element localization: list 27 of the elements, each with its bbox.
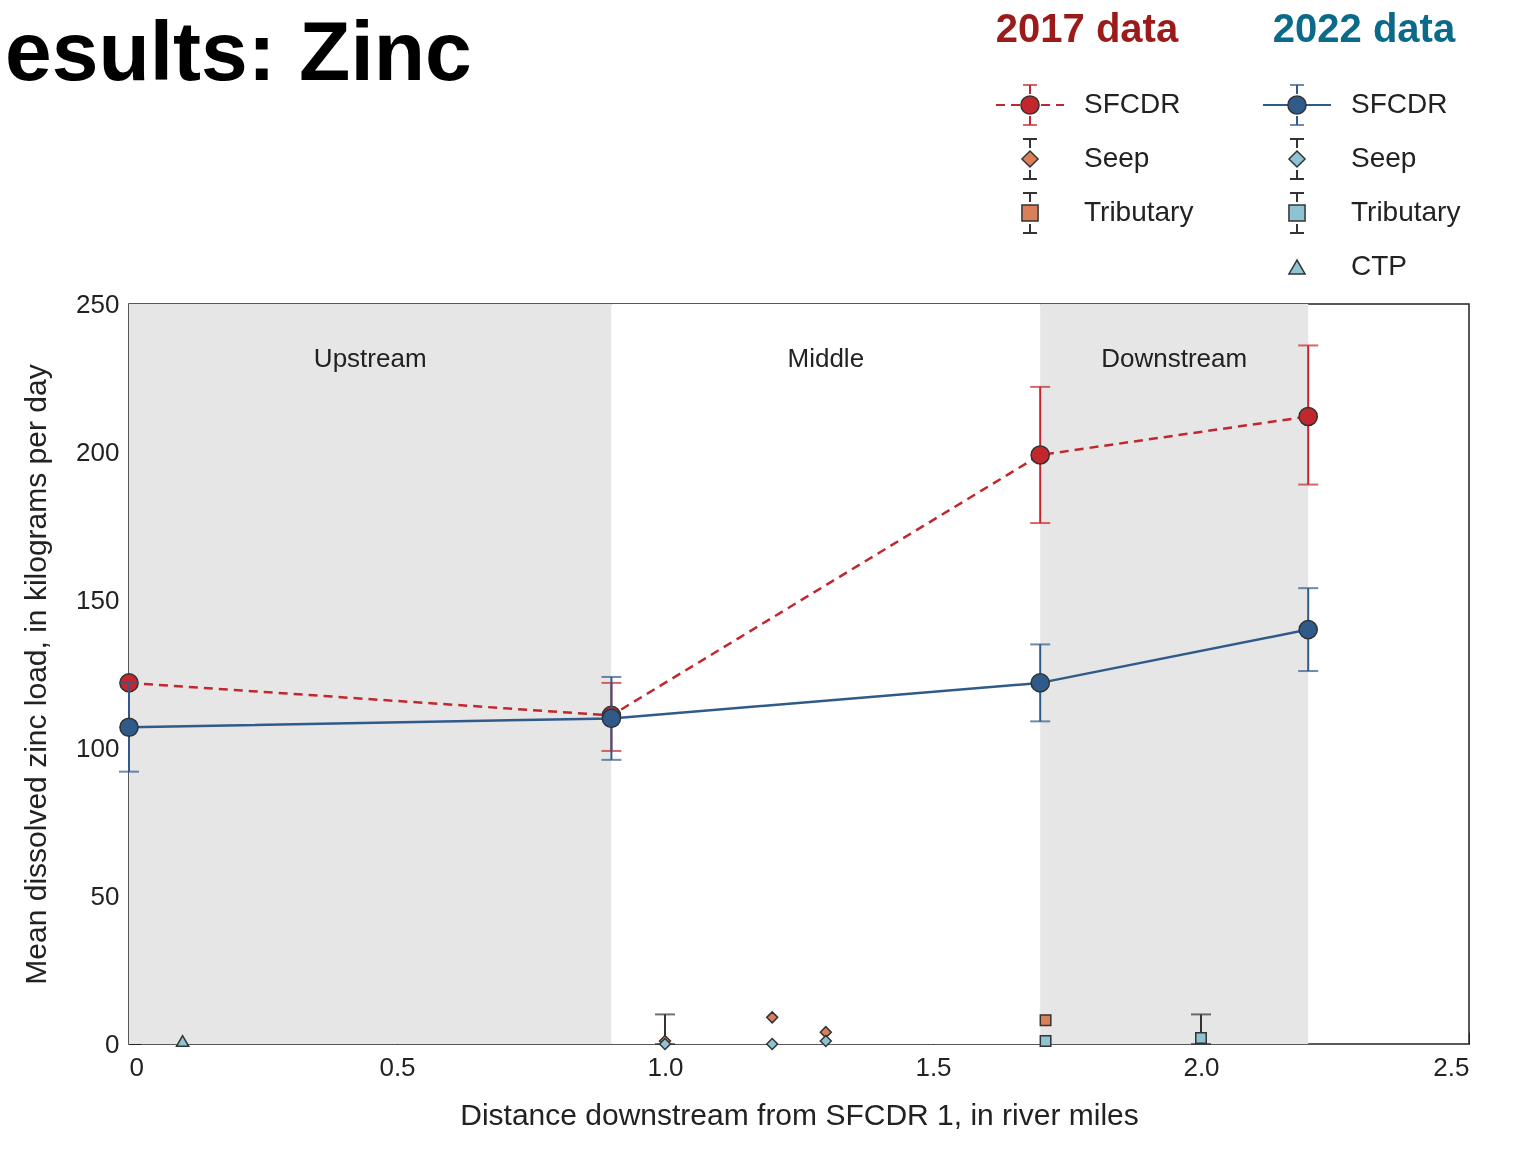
x-axis-title: Distance downstream from SFCDR 1, in river miles	[460, 1097, 1139, 1131]
y-tick-label: 250	[76, 288, 120, 319]
y-tick-label: 0	[105, 1028, 120, 1059]
x-tick-label: 2.0	[1183, 1051, 1220, 1082]
band-label: Middle	[787, 343, 865, 373]
y-tick-label: 200	[76, 436, 120, 467]
legend-label: CTP	[1351, 250, 1407, 281]
legend-label: SFCDR	[1084, 88, 1181, 119]
legend-label: SFCDR	[1351, 88, 1448, 119]
text: 2017 data	[995, 6, 1179, 50]
text: 2022 data	[1272, 6, 1456, 50]
band-label: Downstream	[1101, 343, 1248, 373]
y-axis-title: Mean dissolved zinc load, in kilograms per day	[19, 364, 53, 985]
x-tick-label: 1.0	[647, 1051, 684, 1082]
x-tick-label: 2.5	[1433, 1051, 1470, 1082]
legend-label: Seep	[1084, 142, 1150, 173]
x-tick-label: 0	[129, 1051, 144, 1082]
y-tick-label: 50	[90, 880, 120, 911]
legend-label: Seep	[1351, 142, 1417, 173]
legend-label: Tributary	[1084, 196, 1194, 227]
band-label: Upstream	[313, 343, 427, 373]
y-tick-label: 100	[76, 732, 120, 763]
x-tick-label: 0.5	[379, 1051, 416, 1082]
y-tick-label: 150	[76, 584, 120, 615]
x-tick-label: 1.5	[915, 1051, 952, 1082]
chart-title: esults: Zinc	[5, 4, 472, 98]
legend-label: Tributary	[1351, 196, 1461, 227]
